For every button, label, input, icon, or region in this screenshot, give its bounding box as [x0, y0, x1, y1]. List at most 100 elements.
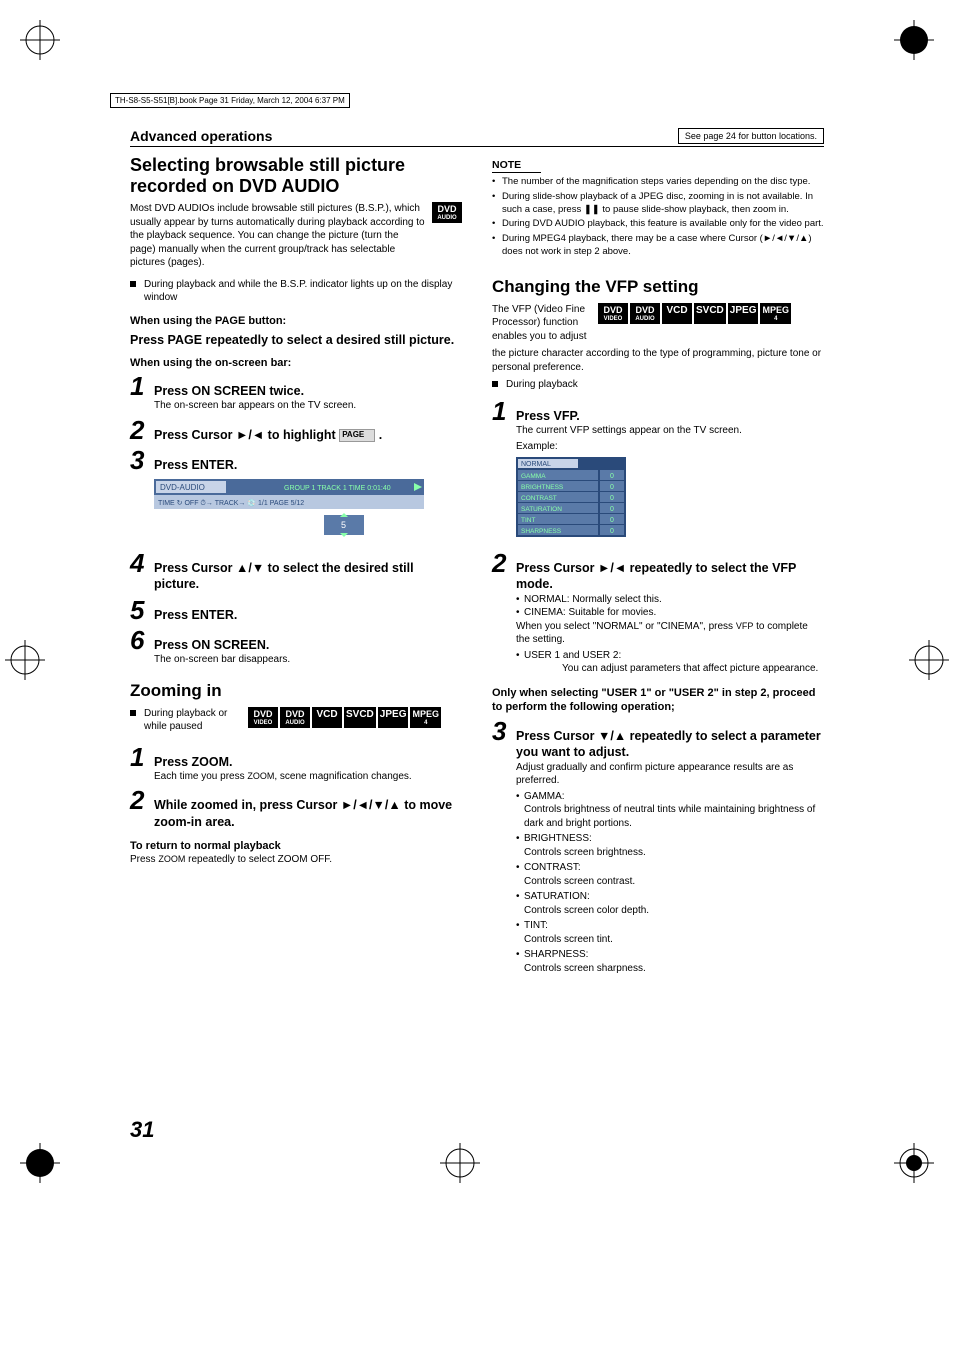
- step-number: 3: [492, 718, 510, 744]
- note-item: During DVD AUDIO playback, this feature …: [492, 218, 824, 231]
- disc-badge: SVCD: [344, 707, 376, 728]
- svg-text:SATURATION: SATURATION: [521, 506, 562, 513]
- svg-text:0: 0: [610, 495, 614, 502]
- disc-badge: VCD: [312, 707, 342, 728]
- param-desc: Controls screen contrast.: [524, 875, 824, 889]
- crop-mark-icon: [440, 1143, 480, 1183]
- zoom-step-1: 1 Press ZOOM.: [130, 744, 462, 770]
- step-text: Press ON SCREEN twice.: [154, 383, 462, 399]
- svg-text:SHARPNESS: SHARPNESS: [521, 528, 562, 535]
- disc-badge: DVDAUDIO: [280, 707, 310, 728]
- svg-text:0: 0: [610, 517, 614, 524]
- param-desc: Controls screen color depth.: [524, 904, 824, 918]
- section-title: Advanced operations: [130, 128, 272, 144]
- disc-badges: DVDVIDEODVDAUDIOVCDSVCDJPEGMPEG4: [248, 707, 441, 728]
- svg-text:BRIGHTNESS: BRIGHTNESS: [521, 484, 564, 491]
- manual-page: TH-S8-S5-S51[B].book Page 31 Friday, Mar…: [0, 0, 954, 1203]
- title-selecting: Selecting browsable still picture record…: [130, 155, 462, 196]
- param-desc: Controls screen sharpness.: [524, 962, 824, 976]
- disc-badge: MPEG4: [760, 303, 791, 324]
- crop-mark-icon: [5, 640, 45, 680]
- dvd-audio-badge: DVD AUDIO: [432, 202, 462, 223]
- disc-badge: DVDVIDEO: [598, 303, 628, 324]
- intro-text: Most DVD AUDIOs include browsable still …: [130, 202, 426, 270]
- return-header: To return to normal playback: [130, 840, 462, 852]
- crop-mark-icon: [20, 20, 60, 60]
- note-item: The number of the magnification steps va…: [492, 176, 824, 189]
- crop-mark-icon: [909, 640, 949, 680]
- svg-text:NORMAL: NORMAL: [521, 461, 551, 468]
- step-text: Press Cursor ►/◄ to highlight PAGE .: [154, 427, 462, 443]
- param-name: TINT:: [516, 919, 824, 933]
- disc-badges: DVDVIDEODVDAUDIOVCDSVCDJPEGMPEG4: [598, 303, 791, 324]
- step-number: 2: [130, 417, 148, 443]
- onscreen-bar-graphic: DVD-AUDIO GROUP 1 TRACK 1 TIME 0:01:40 T…: [154, 479, 462, 544]
- disc-badge: DVDVIDEO: [248, 707, 278, 728]
- step-number: 6: [130, 627, 148, 653]
- sub-header-onscreen: When using the on-screen bar:: [130, 357, 462, 369]
- param-name: BRIGHTNESS:: [516, 832, 824, 846]
- param-name: GAMMA:: [516, 790, 824, 804]
- svg-text:GROUP 1 TRACK 1 TIME 0:01:: GROUP 1 TRACK 1 TIME 0:01:40: [284, 485, 391, 492]
- svg-text:TINT: TINT: [521, 517, 535, 524]
- param-desc: Controls screen brightness.: [524, 846, 824, 860]
- param-name: SATURATION:: [516, 890, 824, 904]
- bar-label: DVD-AUDIO: [160, 483, 205, 492]
- step-text: Press ENTER.: [154, 457, 462, 473]
- vfp-complete-body: When you select "NORMAL" or "CINEMA", pr…: [516, 620, 824, 647]
- right-column: NOTE The number of the magnification ste…: [492, 155, 824, 977]
- vfp-condition: During playback: [492, 378, 824, 392]
- zoom-condition: During playback or while paused: [130, 707, 240, 734]
- disc-badge: DVDAUDIO: [630, 303, 660, 324]
- step-body: The on-screen bar appears on the TV scre…: [154, 399, 462, 413]
- step-5: 5 Press ENTER.: [130, 597, 462, 623]
- step-number: 1: [492, 398, 510, 424]
- svg-text:0: 0: [610, 484, 614, 491]
- page-reference: See page 24 for button locations.: [678, 128, 824, 144]
- page-header: Advanced operations See page 24 for butt…: [130, 128, 824, 147]
- disc-badge: MPEG4: [410, 707, 441, 728]
- step-text: Press Cursor ▲/▼ to select the desired s…: [154, 560, 462, 593]
- step-1: 1 Press ON SCREEN twice.: [130, 373, 462, 399]
- step-text: Press VFP.: [516, 408, 824, 424]
- left-column: Selecting browsable still picture record…: [130, 155, 462, 977]
- step-number: 4: [130, 550, 148, 576]
- disc-badge: JPEG: [728, 303, 759, 324]
- print-header: TH-S8-S5-S51[B].book Page 31 Friday, Mar…: [110, 93, 350, 108]
- vfp-step-3: 3 Press Cursor ▼/▲ repeatedly to select …: [492, 718, 824, 761]
- step-number: 2: [130, 787, 148, 813]
- zoom-step-2: 2 While zoomed in, press Cursor ►/◄/▼/▲ …: [130, 787, 462, 830]
- notes-list: The number of the magnification steps va…: [492, 176, 824, 259]
- step-text: Press Cursor ►/◄ repeatedly to select th…: [516, 560, 824, 593]
- step-text: Press ENTER.: [154, 607, 462, 623]
- disc-badge: VCD: [662, 303, 692, 324]
- vfp-user-body: You can adjust parameters that affect pi…: [562, 662, 824, 676]
- step-text: Press ZOOM.: [154, 754, 462, 770]
- step-number: 3: [130, 447, 148, 473]
- vfp-step-2: 2 Press Cursor ►/◄ repeatedly to select …: [492, 550, 824, 593]
- vfp-mode-cinema: CINEMA: Suitable for movies.: [516, 606, 824, 620]
- step-body: The current VFP settings appear on the T…: [516, 424, 824, 438]
- condition-bullet: During playback and while the B.S.P. ind…: [130, 278, 462, 305]
- vfp-mode-user: USER 1 and USER 2:: [516, 649, 824, 663]
- svg-text:TIME ↻ OFF ⏱→ TRACK→ �: TIME ↻ OFF ⏱→ TRACK→ 💿 1/1 PAGE 5/12: [158, 498, 304, 507]
- step-number: 1: [130, 373, 148, 399]
- title-zooming: Zooming in: [130, 681, 462, 701]
- step-4: 4 Press Cursor ▲/▼ to select the desired…: [130, 550, 462, 593]
- step-text: While zoomed in, press Cursor ►/◄/▼/▲ to…: [154, 797, 462, 830]
- crop-mark-icon: [894, 20, 934, 60]
- vfp-intro: The VFP (Video Fine Processor) function …: [492, 303, 592, 344]
- vfp-step-1: 1 Press VFP.: [492, 398, 824, 424]
- param-desc: Controls brightness of neutral tints whi…: [524, 803, 824, 830]
- title-vfp: Changing the VFP setting: [492, 277, 824, 297]
- badge-top: DVD: [437, 204, 456, 214]
- step-body: Each time you press ZOOM, scene magnific…: [154, 770, 462, 784]
- param-name: CONTRAST:: [516, 861, 824, 875]
- return-body: Press ZOOM repeatedly to select ZOOM OFF…: [130, 854, 462, 865]
- svg-text:5: 5: [341, 520, 346, 530]
- page-number: 31: [130, 1117, 824, 1143]
- step-6: 6 Press ON SCREEN.: [130, 627, 462, 653]
- params-list: GAMMA:Controls brightness of neutral tin…: [492, 790, 824, 976]
- step-number: 2: [492, 550, 510, 576]
- note-item: During MPEG4 playback, there may be a ca…: [492, 233, 824, 259]
